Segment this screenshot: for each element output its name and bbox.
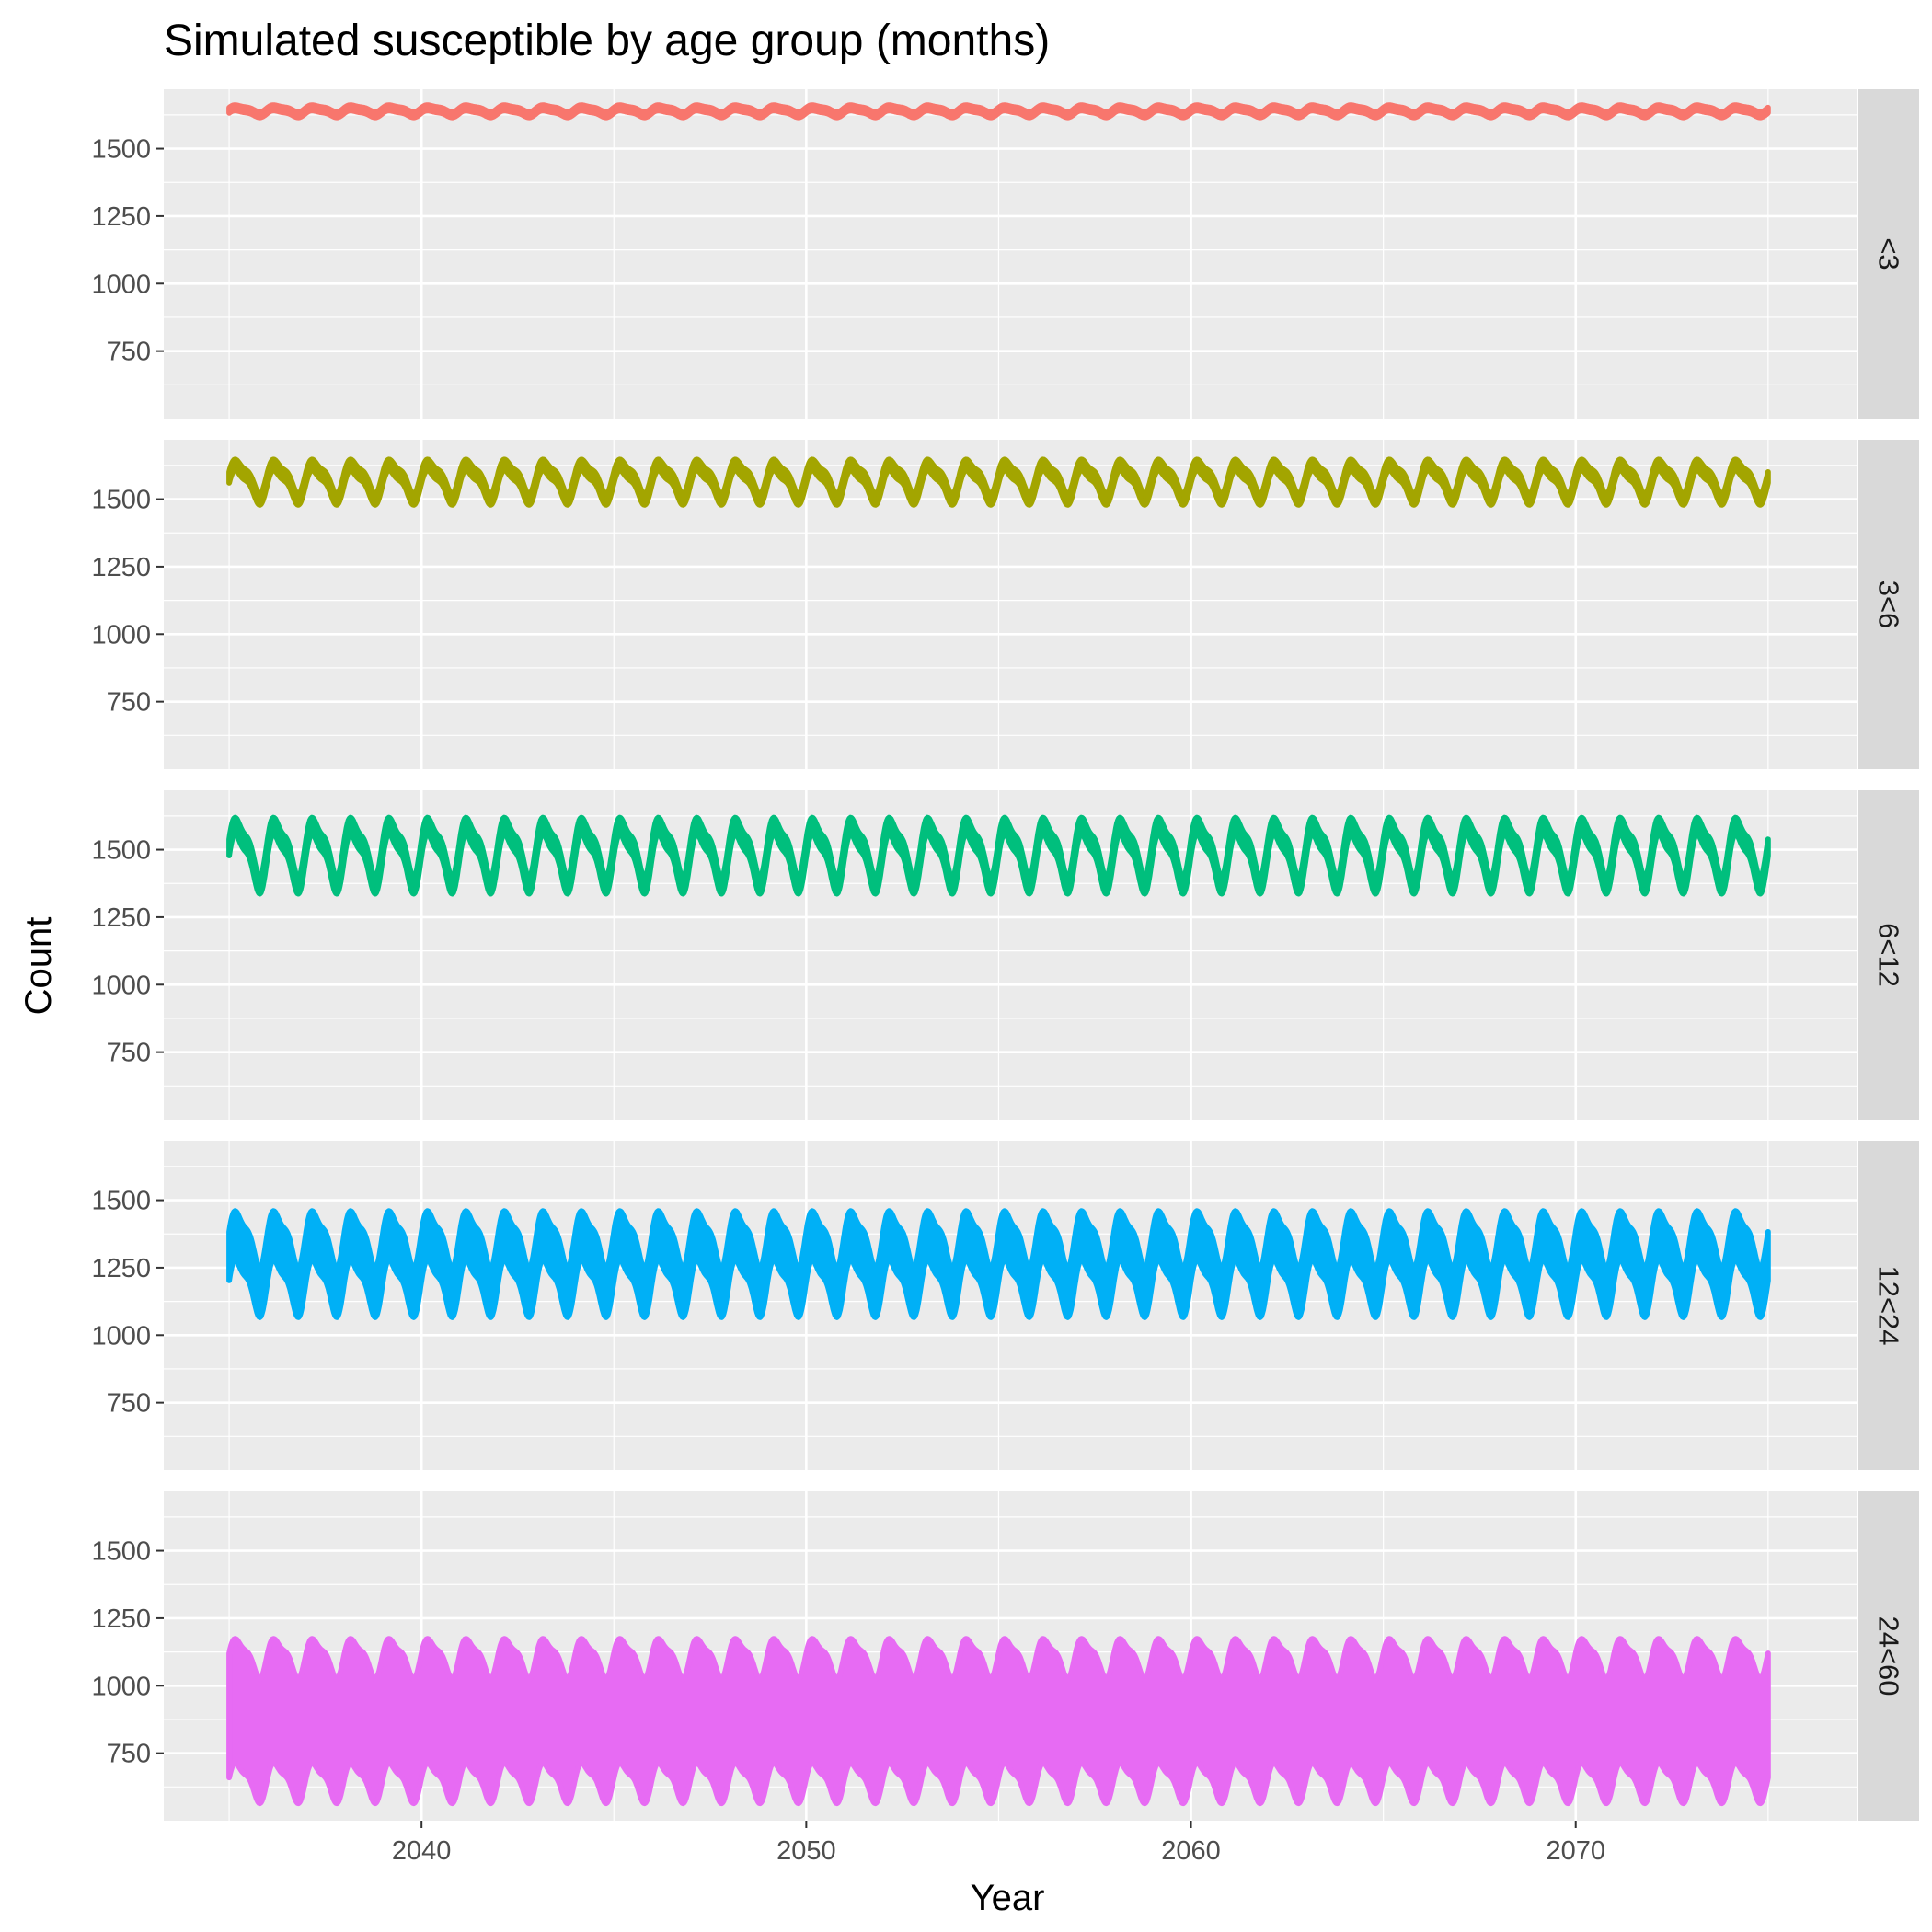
y-axis-title: Count: [18, 917, 59, 1016]
series-band-24<60: [226, 1636, 1771, 1807]
facet-12<24: 750 1000 1250 1500 12<24: [91, 1141, 1919, 1470]
facet-strip: [1858, 1141, 1919, 1470]
y-tick-label: 1250: [91, 202, 151, 232]
series-band-6<12: [226, 814, 1771, 897]
y-tick-label: 1500: [91, 836, 151, 866]
facet-strip: [1858, 89, 1919, 419]
panel-background: [164, 89, 1857, 419]
y-tick-label: 750: [107, 1389, 151, 1419]
x-tick-label: 2040: [392, 1836, 452, 1866]
y-tick-label: 1000: [91, 620, 151, 650]
y-tick-label: 1500: [91, 135, 151, 165]
series-band-<3: [226, 102, 1771, 121]
series-band-3<6: [226, 456, 1771, 508]
y-tick-label: 1000: [91, 971, 151, 1000]
x-tick-label: 2070: [1546, 1836, 1605, 1866]
y-tick-label: 1250: [91, 553, 151, 582]
y-tick-label: 1000: [91, 1672, 151, 1701]
facet-24<60: 750 1000 1250 1500 24<60: [91, 1491, 1919, 1821]
y-tick-label: 1500: [91, 1537, 151, 1567]
y-tick-label: 1000: [91, 1321, 151, 1351]
y-tick-label: 1250: [91, 1254, 151, 1283]
y-tick-label: 1000: [91, 270, 151, 299]
facet-6<12: 750 1000 1250 1500 6<12: [91, 790, 1919, 1120]
facet-3<6: 750 1000 1250 1500 3<6: [91, 440, 1919, 769]
y-tick-label: 1250: [91, 1604, 151, 1634]
y-tick-label: 750: [107, 1740, 151, 1769]
facet-strip-label: 24<60: [1873, 1616, 1905, 1696]
y-tick-label: 750: [107, 1039, 151, 1068]
facet-strip: [1858, 440, 1919, 769]
series-band-12<24: [226, 1208, 1771, 1320]
facet-strip-label: <3: [1873, 237, 1905, 270]
y-tick-label: 1500: [91, 1187, 151, 1216]
y-tick-label: 1500: [91, 486, 151, 515]
facet-panels: 750 1000 1250 1500 <3 750 1000 1250 1500 3<6 750 10…: [91, 89, 1919, 1866]
facet-strip-label: 3<6: [1873, 581, 1905, 629]
x-axis-title: Year: [971, 1878, 1045, 1918]
chart-title: Simulated susceptible by age group (mont…: [164, 17, 1050, 65]
facet-strip-label: 6<12: [1873, 923, 1905, 987]
y-tick-label: 750: [107, 688, 151, 718]
facet-strip: [1858, 790, 1919, 1120]
facet-strip: [1858, 1491, 1919, 1821]
y-tick-label: 750: [107, 338, 151, 367]
facet-<3: 750 1000 1250 1500 <3: [91, 89, 1919, 419]
x-tick-label: 2050: [776, 1836, 836, 1866]
x-tick-label: 2060: [1161, 1836, 1221, 1866]
y-tick-label: 1250: [91, 903, 151, 933]
facet-strip-label: 12<24: [1873, 1265, 1905, 1345]
